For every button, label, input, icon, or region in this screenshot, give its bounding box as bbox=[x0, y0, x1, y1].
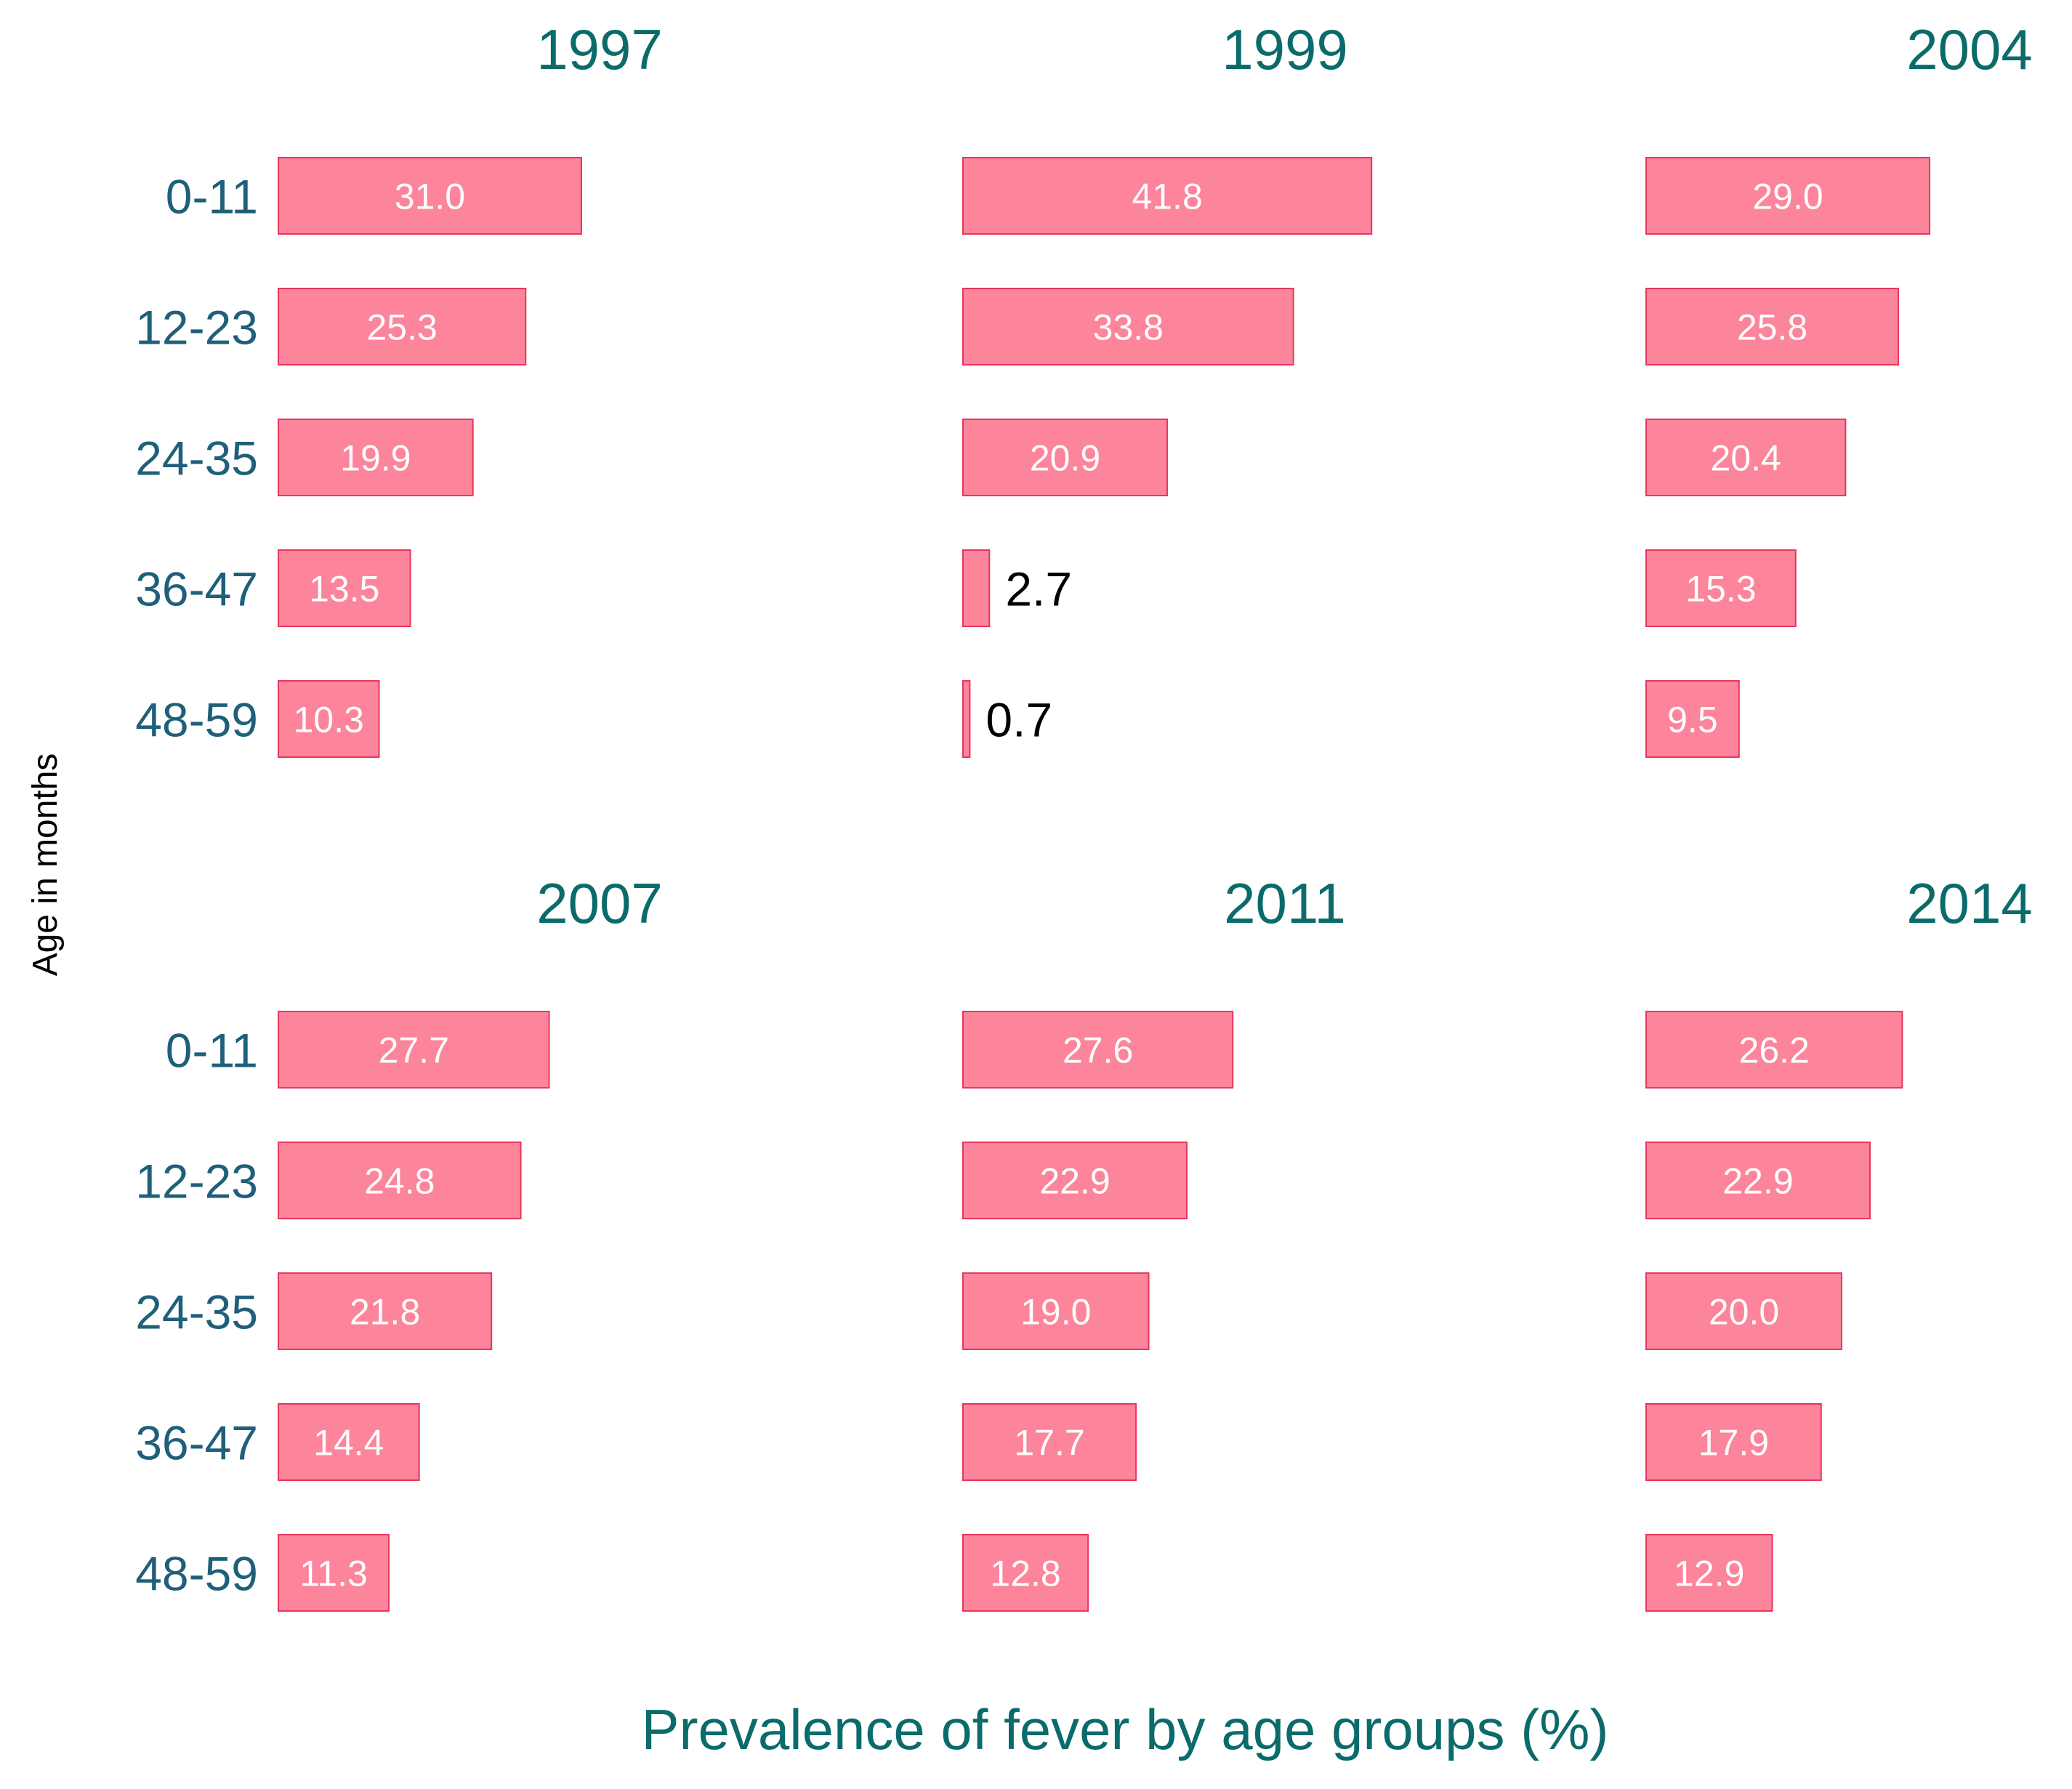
data-label: 0.7 bbox=[985, 693, 1052, 747]
data-label: 25.3 bbox=[366, 307, 437, 348]
data-label: 22.9 bbox=[1039, 1161, 1110, 1202]
age-label: 24-35 bbox=[135, 432, 258, 485]
age-label: 36-47 bbox=[135, 1416, 258, 1470]
panel-title: 2007 bbox=[536, 871, 663, 935]
bar bbox=[278, 1403, 420, 1481]
data-label: 24.8 bbox=[364, 1161, 435, 1202]
data-label: 20.4 bbox=[1711, 438, 1781, 479]
age-label: 48-59 bbox=[135, 693, 258, 747]
data-label: 12.9 bbox=[1674, 1554, 1744, 1594]
bar bbox=[278, 549, 411, 627]
bar bbox=[1645, 419, 1847, 496]
panel-1997: 1997 0-11 12-23 24-35 36-47 48-59 31.0 25.3 19.9… bbox=[135, 17, 663, 758]
panel-2007: 2007 0-11 12-23 24-35 36-47 48-59 27.7 24.8 21.8… bbox=[135, 871, 663, 1612]
data-label: 14.4 bbox=[313, 1423, 384, 1463]
panel-title: 2004 bbox=[1906, 17, 2033, 81]
data-label: 41.8 bbox=[1132, 177, 1202, 217]
data-label: 20.0 bbox=[1709, 1292, 1779, 1333]
y-axis-title: Age in months bbox=[26, 754, 65, 977]
data-label: 13.5 bbox=[309, 569, 379, 610]
bar bbox=[278, 1534, 390, 1612]
bar bbox=[278, 419, 474, 496]
panel-title: 2014 bbox=[1906, 871, 2033, 935]
bar bbox=[962, 419, 1169, 496]
age-label: 12-23 bbox=[135, 1155, 258, 1208]
data-label: 33.8 bbox=[1093, 307, 1164, 348]
data-label: 27.7 bbox=[379, 1030, 449, 1071]
bar bbox=[962, 680, 971, 758]
bar bbox=[278, 157, 582, 235]
bar bbox=[962, 1272, 1150, 1350]
bar bbox=[278, 1272, 493, 1350]
data-label: 19.0 bbox=[1020, 1292, 1091, 1333]
bar bbox=[278, 1011, 550, 1089]
bar bbox=[1645, 1403, 1822, 1481]
bar bbox=[278, 288, 527, 366]
data-label: 31.0 bbox=[395, 177, 465, 217]
age-label: 24-35 bbox=[135, 1285, 258, 1339]
data-label: 2.7 bbox=[1005, 562, 1072, 616]
bar bbox=[1645, 157, 1931, 235]
bar bbox=[1645, 680, 1740, 758]
bar bbox=[962, 1142, 1188, 1219]
data-label: 27.6 bbox=[1063, 1030, 1133, 1071]
data-label: 26.2 bbox=[1739, 1030, 1810, 1071]
data-label: 22.9 bbox=[1722, 1161, 1793, 1202]
data-label: 19.9 bbox=[340, 438, 411, 479]
age-label: 48-59 bbox=[135, 1547, 258, 1601]
panel-title: 1997 bbox=[536, 17, 663, 81]
age-label: 0-11 bbox=[166, 170, 258, 224]
panel-2004: 2004 29.0 25.8 20.4 15.3 9.5 bbox=[1645, 17, 2033, 758]
data-label: 11.3 bbox=[299, 1554, 368, 1594]
bar bbox=[962, 1534, 1089, 1612]
data-label: 20.9 bbox=[1030, 438, 1100, 479]
bar bbox=[962, 157, 1373, 235]
bar bbox=[962, 1011, 1234, 1089]
data-label: 17.7 bbox=[1014, 1423, 1084, 1463]
age-label: 12-23 bbox=[135, 301, 258, 355]
panel-2014: 2014 26.2 22.9 20.0 17.9 12.9 bbox=[1645, 871, 2033, 1612]
bar bbox=[962, 1403, 1137, 1481]
data-label: 21.8 bbox=[350, 1292, 420, 1333]
bar bbox=[1645, 1011, 1903, 1089]
bar bbox=[1645, 1142, 1871, 1219]
bar bbox=[278, 1142, 522, 1219]
panel-title: 2011 bbox=[1224, 871, 1346, 935]
data-label: 17.9 bbox=[1698, 1423, 1769, 1463]
age-label: 0-11 bbox=[166, 1024, 258, 1078]
age-label: 36-47 bbox=[135, 562, 258, 616]
bar bbox=[1645, 1534, 1773, 1612]
bar bbox=[962, 549, 991, 627]
panel-1999: 1999 41.8 33.8 20.9 2.7 0.7 bbox=[962, 17, 1373, 758]
panel-title: 1999 bbox=[1222, 17, 1348, 81]
data-label: 9.5 bbox=[1667, 700, 1718, 740]
data-label: 25.8 bbox=[1737, 307, 1807, 348]
data-label: 29.0 bbox=[1752, 177, 1823, 217]
data-label: 12.8 bbox=[990, 1554, 1060, 1594]
data-label: 15.3 bbox=[1685, 569, 1756, 610]
data-label: 10.3 bbox=[294, 700, 364, 740]
bar bbox=[1645, 549, 1797, 627]
panel-2011: 2011 27.6 22.9 19.0 17.7 12.8 bbox=[962, 871, 1346, 1612]
bar bbox=[962, 288, 1294, 366]
bar bbox=[278, 680, 380, 758]
bar bbox=[1645, 288, 1900, 366]
bar bbox=[1645, 1272, 1842, 1350]
x-axis-title: Prevalence of fever by age groups (%) bbox=[641, 1697, 1608, 1761]
